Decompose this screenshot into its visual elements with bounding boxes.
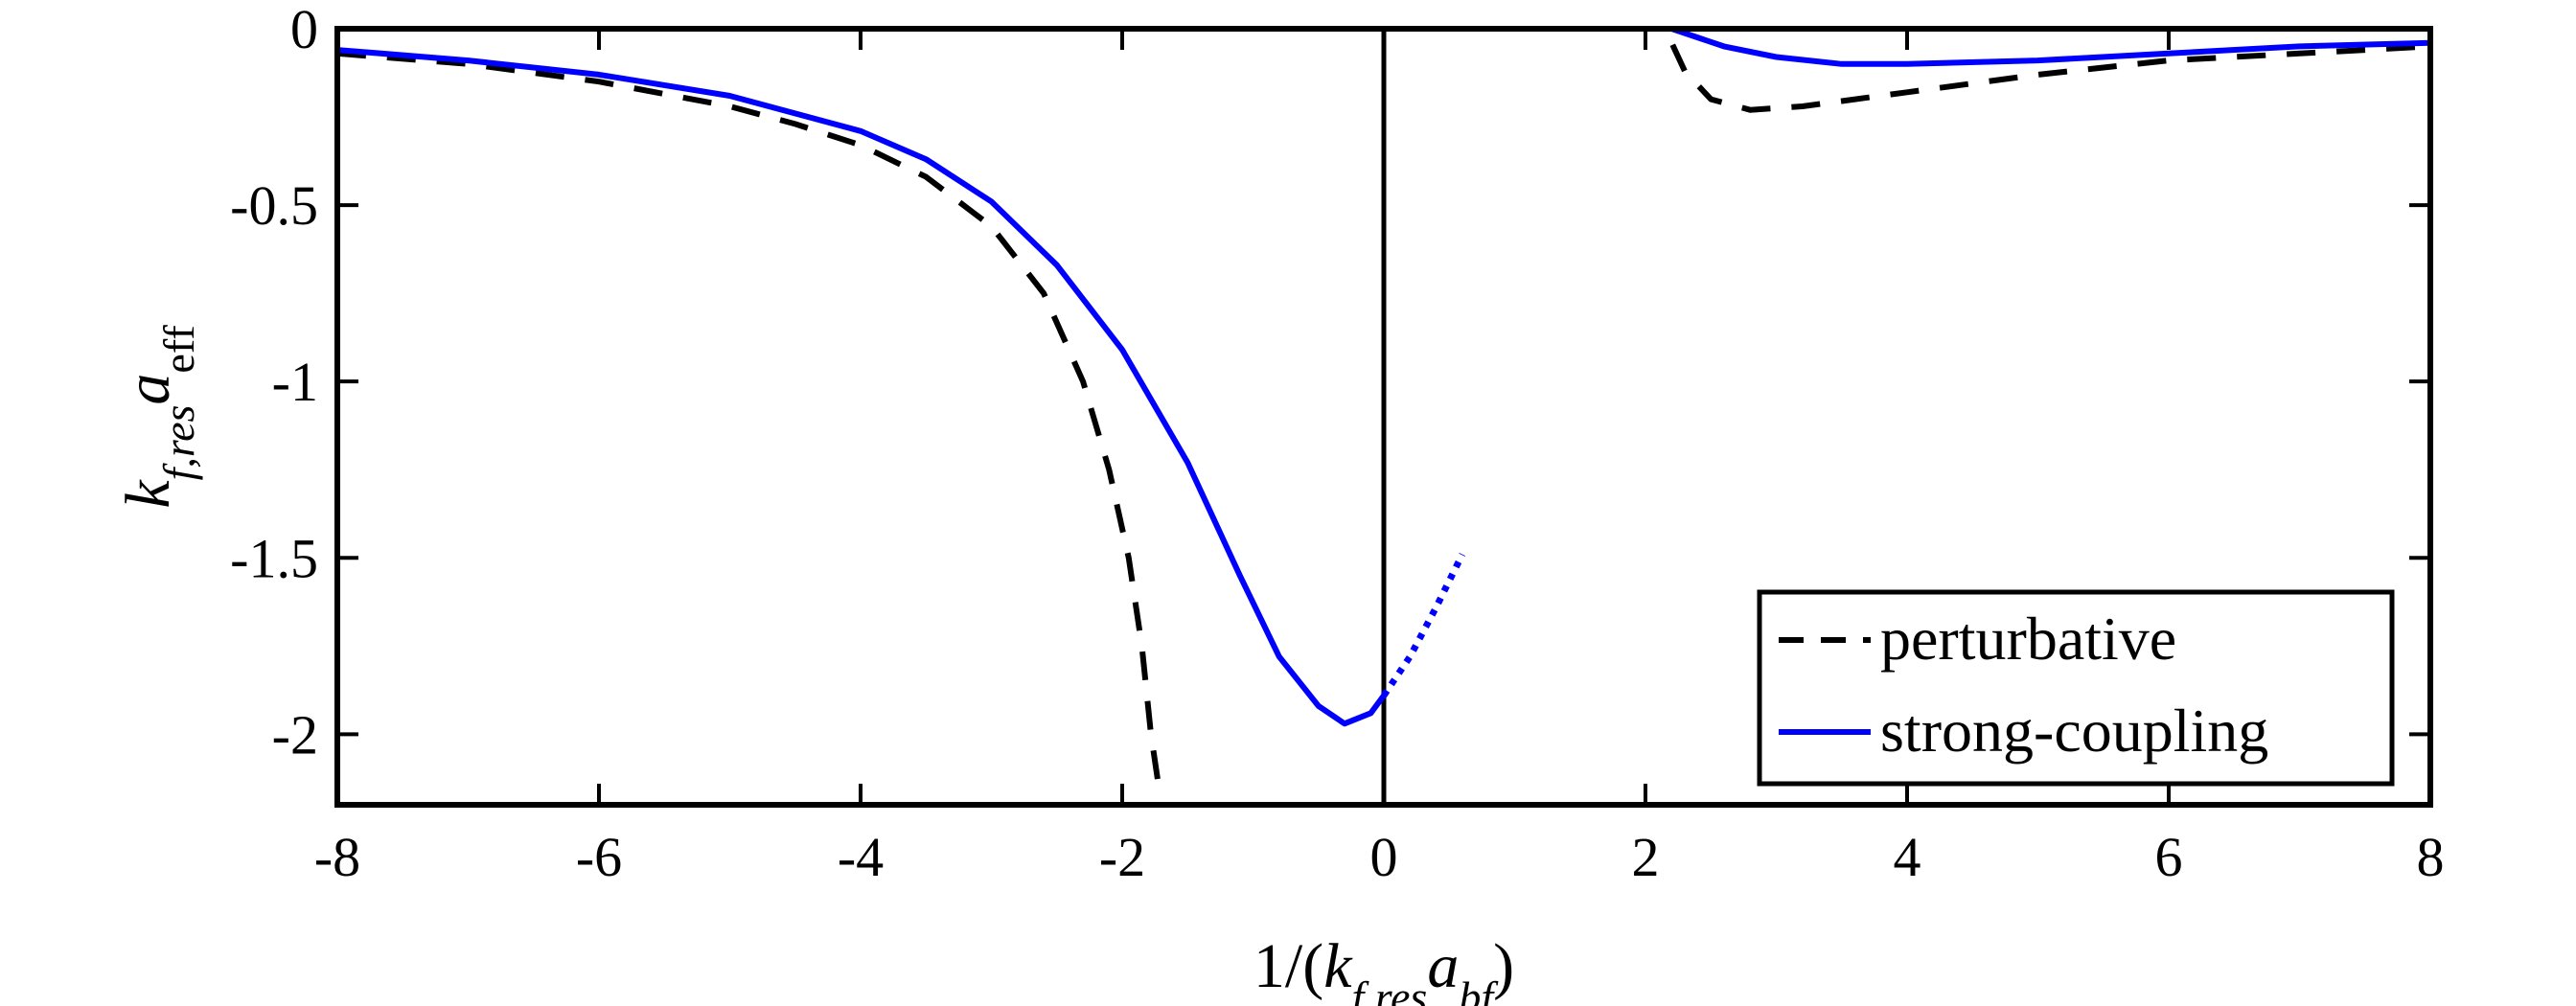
x-tick-label: 4 — [1894, 826, 1921, 888]
y-tick-label: -2 — [272, 703, 318, 766]
tick-layer: -8 -6 -4 -2 0 2 4 6 8 0 -0.5 -1 -1.5 -2 — [230, 0, 2444, 888]
y-tick-label: 0 — [290, 0, 318, 60]
x-tick-label: 6 — [2155, 826, 2183, 888]
x-axis-label: 1/(kf,resabf) — [1254, 931, 1514, 1006]
plot-layer — [336, 26, 2431, 805]
series-line-strong-coupling-1 — [1670, 26, 2431, 67]
series-line-extension-0 — [1381, 553, 1466, 697]
legend-label-perturbative: perturbative — [1880, 605, 2176, 673]
x-tick-label: -8 — [314, 826, 360, 888]
series-line-strong-coupling-0 — [336, 47, 1387, 727]
x-tick-label: 0 — [1370, 826, 1398, 888]
x-tick-label: 8 — [2417, 826, 2445, 888]
legend: perturbative strong-coupling — [1757, 589, 2395, 787]
series-line-perturbative-0 — [336, 50, 1162, 789]
y-tick-label: -1.5 — [230, 527, 318, 589]
x-tick-label: -2 — [1099, 826, 1145, 888]
legend-box — [1757, 589, 2395, 787]
x-tick-label: 2 — [1632, 826, 1660, 888]
y-tick-label: -1 — [272, 351, 318, 413]
x-tick-label: -6 — [576, 826, 622, 888]
legend-label-strong-coupling: strong-coupling — [1880, 697, 2268, 765]
x-tick-label: -4 — [838, 826, 884, 888]
y-tick-label: -0.5 — [230, 174, 318, 237]
series-line-perturbative-1 — [1384, 26, 2431, 113]
y-axis-label: kf,resaeff — [113, 325, 203, 509]
